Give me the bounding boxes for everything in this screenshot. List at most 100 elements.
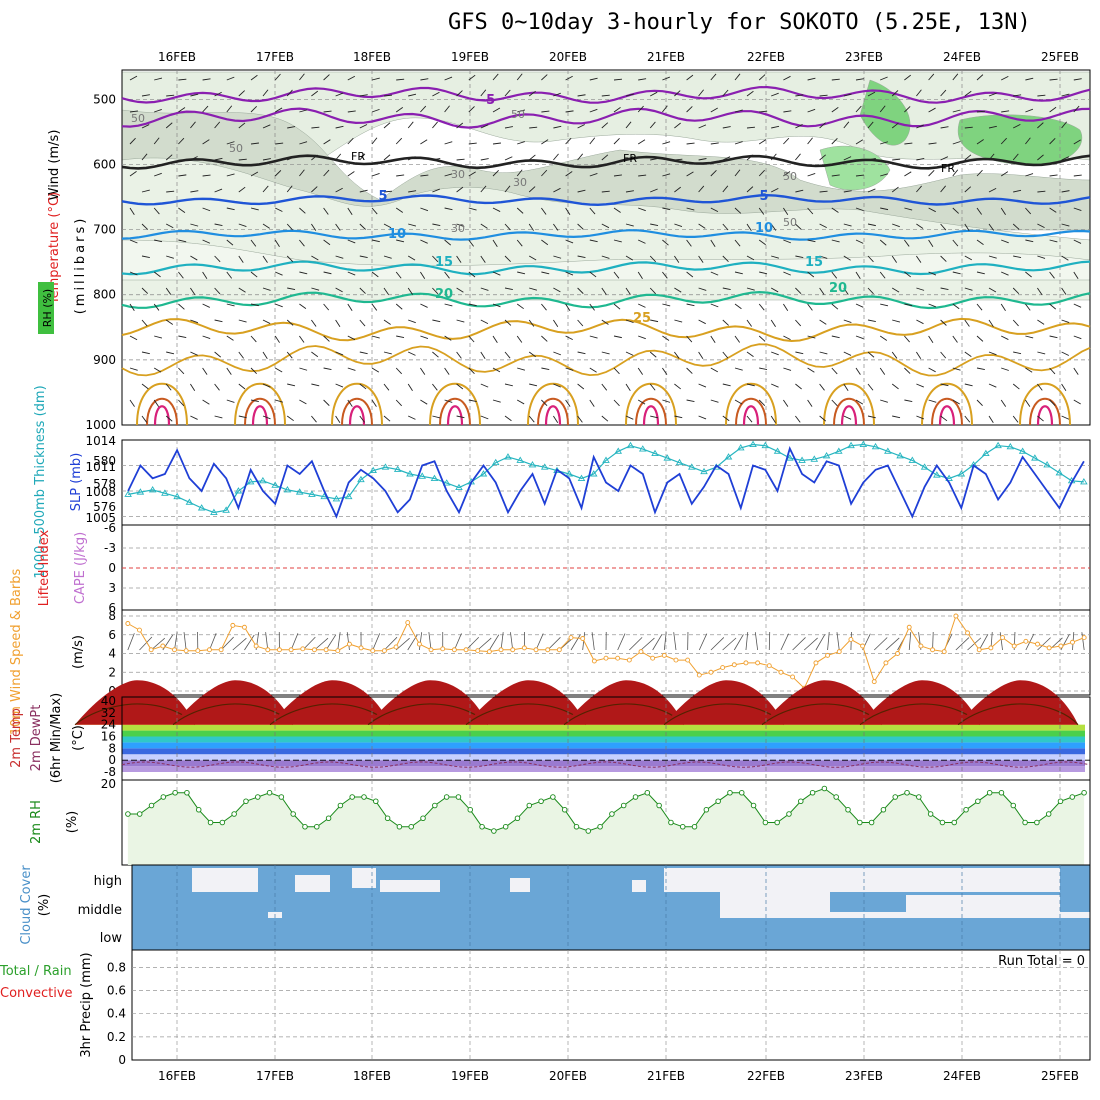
wind-barb	[202, 303, 211, 308]
wind10-barb	[885, 637, 900, 651]
wind-barb	[940, 415, 948, 422]
wind-barb	[262, 351, 268, 359]
wind-barb	[395, 207, 404, 213]
wind10-point	[766, 663, 772, 669]
isotherm-line	[121, 343, 1091, 377]
wind-barb	[335, 92, 344, 97]
wind-barb	[226, 335, 234, 341]
wind-barb	[1061, 190, 1070, 193]
wind-barb	[299, 239, 305, 247]
wind-barb	[541, 271, 550, 275]
wind-barb	[891, 255, 898, 263]
date-top-label: 23FEB	[845, 50, 883, 64]
wind10-point	[1046, 645, 1052, 651]
wind-barb	[601, 154, 609, 161]
wind-barb	[746, 154, 754, 161]
cape-axis-label: CAPE (J/kg)	[73, 532, 88, 604]
wind-barb	[710, 399, 719, 403]
wind-barb	[444, 335, 452, 341]
wind-barb	[843, 319, 852, 324]
isotherm-loop	[742, 405, 760, 426]
wind-barb	[758, 239, 766, 246]
wind-barb	[153, 271, 161, 278]
temp-band	[122, 742, 1085, 749]
wind-barb	[649, 351, 657, 358]
wind-barb	[964, 223, 970, 231]
wind-barb	[1061, 415, 1070, 420]
wind-barb	[504, 185, 511, 193]
wind10-point	[661, 652, 667, 658]
wind-barb	[165, 223, 174, 229]
wind-barb	[214, 157, 223, 161]
wind-barb	[1073, 399, 1081, 405]
wind-barb	[359, 255, 368, 259]
wind-barb	[855, 78, 864, 81]
wind-barb	[238, 186, 246, 193]
wind10-axis-label-1: 10m Wind Speed & Barbs	[9, 569, 24, 736]
date-bottom-label: 20FEB	[549, 1069, 587, 1083]
temp-line	[957, 703, 1079, 726]
rh2m-point	[821, 785, 828, 792]
wind-barb	[141, 383, 149, 390]
wind-barb	[637, 399, 646, 405]
wind-barb	[613, 207, 621, 213]
wind-barb	[795, 153, 801, 161]
wind-barb	[940, 319, 947, 326]
isotherm-line	[121, 107, 1091, 129]
wind-barb	[710, 142, 719, 145]
wind-barb	[178, 303, 185, 310]
wind-barb	[589, 77, 598, 81]
rh2m-point	[585, 828, 592, 834]
wind-barb	[613, 78, 623, 81]
wind-barb	[565, 171, 573, 177]
wind-barb	[323, 139, 331, 145]
rh2m-point	[632, 794, 639, 800]
wind-barb	[916, 223, 924, 229]
wind-barb	[770, 287, 779, 293]
wind-barb	[601, 287, 607, 295]
wind-barb	[432, 91, 440, 97]
temp-bump	[270, 680, 390, 725]
wind-barb	[916, 351, 922, 359]
wind-barb	[819, 415, 827, 422]
wind-barb	[335, 187, 343, 193]
wind-barb	[928, 107, 936, 113]
rh2m-point	[148, 802, 155, 809]
freezing-level-label: FR	[623, 152, 637, 165]
wind-barb	[758, 303, 765, 311]
wind-barb	[383, 154, 391, 161]
thickness-point	[161, 489, 169, 496]
rh2m-point	[325, 815, 332, 822]
wind-barb	[577, 153, 584, 161]
wind-barb	[904, 271, 911, 278]
wind-barb	[541, 239, 549, 246]
wind-barb	[831, 367, 838, 375]
wind-barb	[311, 255, 319, 261]
wind-barb	[637, 271, 643, 279]
isotherm-loop	[544, 405, 562, 426]
wind10-point	[1058, 643, 1064, 649]
wind-barb	[190, 255, 198, 261]
wind-barb	[988, 255, 997, 259]
thickness-point	[626, 441, 635, 449]
wind-barb	[867, 287, 874, 295]
wind-barb	[274, 170, 282, 177]
wind-barb	[638, 239, 646, 244]
li-panel: -6 -3 0 3 6 Lifted Index CAPE (J/kg)	[37, 521, 1091, 615]
wind-barb	[771, 383, 779, 388]
wind-barb	[129, 207, 135, 215]
rh-legend-swatch	[38, 282, 54, 334]
wind-barb	[855, 335, 864, 340]
wind10-barb	[722, 637, 737, 651]
thickness-point	[920, 463, 929, 470]
wind-barb	[275, 303, 283, 308]
profile-frame	[121, 69, 1091, 426]
wind10-point	[976, 647, 982, 653]
wind10-point	[358, 645, 364, 651]
wind-barb	[407, 383, 413, 391]
wind-barb	[940, 89, 947, 97]
cloud-clear-block	[510, 878, 530, 892]
wind10-barb	[477, 637, 492, 651]
rh2m-point	[278, 794, 285, 800]
